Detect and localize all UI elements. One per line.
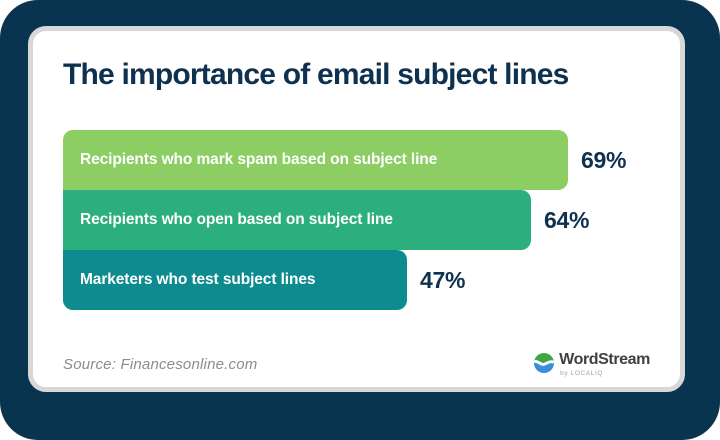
bar-value: 69%: [581, 146, 627, 173]
bar-label: Recipients who mark spam based on subjec…: [80, 151, 438, 168]
bar: Recipients who open based on subject lin…: [63, 190, 531, 250]
card-footer: Source: Financesonline.com WordStream by…: [63, 352, 650, 378]
wordstream-logo-name: WordStream: [559, 351, 650, 368]
bar-row: Recipients who mark spam based on subjec…: [63, 130, 650, 190]
bar-value: 47%: [420, 266, 466, 293]
wordstream-logo-byline: by LOCALIQ: [560, 370, 604, 377]
chart-card: The importance of email subject lines Re…: [28, 26, 685, 392]
bar-label: Recipients who open based on subject lin…: [80, 211, 393, 228]
wordstream-logo: WordStream by LOCALIQ: [534, 352, 650, 377]
bar-value: 64%: [544, 206, 590, 233]
chart-title: The importance of email subject lines: [63, 58, 569, 91]
bar: Recipients who mark spam based on subjec…: [63, 130, 568, 190]
wordstream-logo-icon: [534, 353, 555, 373]
bar: Marketers who test subject lines: [63, 250, 407, 310]
bar-chart: Recipients who mark spam based on subjec…: [63, 130, 650, 310]
bar-label: Marketers who test subject lines: [80, 271, 316, 288]
bar-row: Recipients who open based on subject lin…: [63, 190, 650, 250]
source-caption: Source: Financesonline.com: [63, 356, 258, 373]
wordstream-logo-text: WordStream by LOCALIQ: [559, 351, 650, 378]
bar-row: Marketers who test subject lines 47%: [63, 250, 650, 310]
